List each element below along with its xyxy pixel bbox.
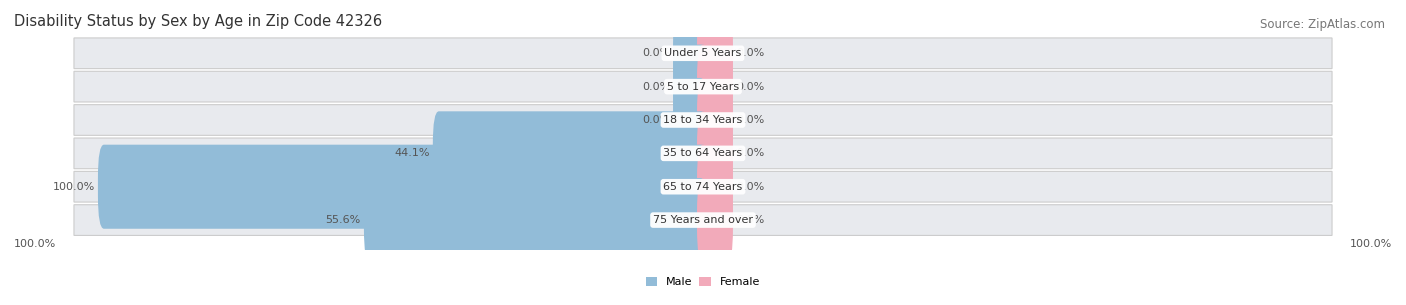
Text: 35 to 64 Years: 35 to 64 Years [664,148,742,158]
FancyBboxPatch shape [697,111,733,196]
Text: 44.1%: 44.1% [394,148,430,158]
FancyBboxPatch shape [75,38,1331,69]
FancyBboxPatch shape [697,145,733,229]
Text: 0.0%: 0.0% [641,82,671,92]
Text: 0.0%: 0.0% [641,115,671,125]
Text: 0.0%: 0.0% [735,182,765,192]
Text: 100.0%: 100.0% [14,239,56,249]
Text: 0.0%: 0.0% [641,48,671,58]
Text: 5 to 17 Years: 5 to 17 Years [666,82,740,92]
Text: 75 Years and over: 75 Years and over [652,215,754,225]
FancyBboxPatch shape [75,105,1331,135]
FancyBboxPatch shape [75,71,1331,102]
FancyBboxPatch shape [697,11,733,95]
FancyBboxPatch shape [364,178,709,262]
FancyBboxPatch shape [75,171,1331,202]
FancyBboxPatch shape [673,11,709,95]
FancyBboxPatch shape [98,145,709,229]
FancyBboxPatch shape [697,178,733,262]
FancyBboxPatch shape [697,45,733,129]
Text: 0.0%: 0.0% [735,48,765,58]
Text: 0.0%: 0.0% [735,215,765,225]
FancyBboxPatch shape [433,111,709,196]
Text: Source: ZipAtlas.com: Source: ZipAtlas.com [1260,18,1385,31]
FancyBboxPatch shape [673,78,709,162]
FancyBboxPatch shape [673,45,709,129]
Text: Disability Status by Sex by Age in Zip Code 42326: Disability Status by Sex by Age in Zip C… [14,14,382,29]
Text: Under 5 Years: Under 5 Years [665,48,741,58]
Text: 100.0%: 100.0% [52,182,96,192]
Text: 100.0%: 100.0% [1350,239,1392,249]
FancyBboxPatch shape [697,78,733,162]
Text: 65 to 74 Years: 65 to 74 Years [664,182,742,192]
FancyBboxPatch shape [75,205,1331,235]
Text: 0.0%: 0.0% [735,115,765,125]
Text: 18 to 34 Years: 18 to 34 Years [664,115,742,125]
FancyBboxPatch shape [75,138,1331,169]
Text: 55.6%: 55.6% [326,215,361,225]
Legend: Male, Female: Male, Female [641,272,765,292]
Text: 0.0%: 0.0% [735,82,765,92]
Text: 0.0%: 0.0% [735,148,765,158]
